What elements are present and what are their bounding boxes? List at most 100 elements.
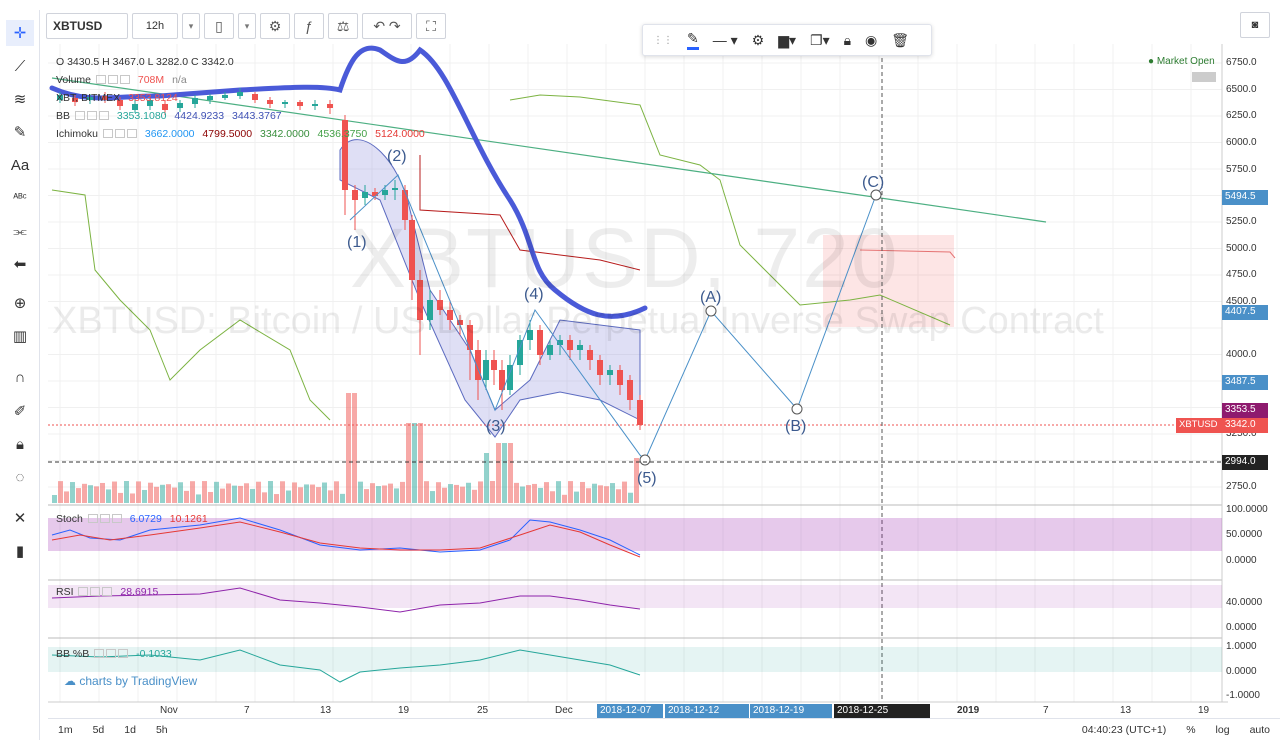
candle-body: [117, 100, 123, 106]
visibility-icon[interactable]: [99, 514, 110, 523]
range-1d[interactable]: 1d: [124, 723, 136, 736]
auto-toggle[interactable]: auto: [1249, 723, 1270, 736]
visibility-icon[interactable]: [106, 649, 117, 658]
price-axis-label: 4500.0: [1226, 296, 1257, 307]
fib-icon[interactable]: ≋: [13, 91, 27, 108]
visibility-icon[interactable]: [86, 111, 97, 120]
pattern-icon[interactable]: ᴬᴮᶜ: [13, 192, 27, 204]
wave-label-3[interactable]: (3): [486, 418, 506, 435]
time-label: 2019: [957, 705, 980, 716]
trash-icon[interactable]: 🗑︎: [891, 31, 910, 48]
symbol-input[interactable]: XBTUSD: [46, 13, 128, 39]
fullscreen-icon[interactable]: ⛶: [416, 13, 446, 39]
close-icon[interactable]: [126, 129, 137, 138]
time-label: 7: [1043, 705, 1049, 716]
chevron-down-icon[interactable]: ▾: [238, 13, 256, 39]
volume-bar: [160, 484, 165, 503]
brush-icon[interactable]: ✎: [13, 124, 27, 141]
volume-bar: [334, 481, 339, 503]
volume-bar: [454, 484, 459, 503]
volume-bar: [526, 485, 531, 503]
stoch-k-line: [51, 517, 641, 556]
visibility-icon[interactable]: [114, 129, 125, 138]
compare-icon[interactable]: ⚖: [328, 13, 358, 39]
chevron-down-icon[interactable]: ▾: [182, 13, 200, 39]
wave-label-2[interactable]: (2): [387, 148, 407, 165]
log-toggle[interactable]: log: [1215, 723, 1230, 736]
indicators-icon[interactable]: ƒ: [294, 13, 324, 39]
wave-label-5[interactable]: (5): [637, 470, 657, 487]
bbpct-axis-1: 1.0000: [1226, 641, 1257, 652]
line-style-icon[interactable]: — ▾: [712, 31, 738, 48]
candle-body: [607, 370, 613, 375]
magnet-icon[interactable]: ∩: [14, 368, 26, 386]
close-icon[interactable]: [118, 649, 129, 658]
prediction-icon[interactable]: ⫘: [13, 222, 27, 240]
time-label: 25: [477, 705, 489, 716]
clock[interactable]: 04:40:23 (UTC+1): [1081, 723, 1167, 736]
camera-icon[interactable]: ◙: [1240, 12, 1270, 38]
flags-icon: [1192, 72, 1216, 82]
copy-icon[interactable]: ❐▾: [810, 31, 830, 48]
drawing-toolbar: ✛ ⟋ ≋ ✎ Aa ᴬᴮᶜ ⫘ ⬅ ⊕ ▥ ∩ ✐ 🔒︎ ◌ ✕ ▮: [0, 10, 40, 740]
wave-label-1[interactable]: (1): [347, 234, 367, 251]
gear-icon[interactable]: ⚙: [751, 31, 765, 48]
visibility-icon[interactable]: [90, 587, 101, 596]
time-label: 19: [398, 705, 410, 716]
text-icon[interactable]: Aa: [10, 156, 30, 174]
interval-select[interactable]: 12h: [132, 13, 178, 39]
crosshair-icon[interactable]: ✛: [6, 20, 34, 46]
settings-icon[interactable]: [87, 514, 98, 523]
range-5h[interactable]: 5h: [155, 723, 168, 736]
range-5d[interactable]: 5d: [92, 723, 105, 736]
wave-label-c[interactable]: (C): [862, 174, 885, 191]
stay-drawing-icon[interactable]: ✐: [13, 403, 27, 420]
settings-icon[interactable]: [94, 649, 105, 658]
drag-handle-icon[interactable]: ⋮⋮: [653, 34, 673, 46]
settings-icon[interactable]: [74, 111, 85, 120]
stoch-d-line: [51, 521, 641, 558]
close-icon[interactable]: [111, 514, 122, 523]
price-chart[interactable]: [48, 44, 1228, 704]
lock-icon[interactable]: 🔒︎: [16, 435, 24, 453]
rsi-legend: RSI 28.6915: [56, 586, 158, 598]
gear-icon[interactable]: ⚙: [260, 13, 290, 39]
hide-icon[interactable]: ◌: [15, 468, 25, 486]
percent-toggle[interactable]: %: [1186, 723, 1196, 736]
lock-icon[interactable]: 🔒︎: [843, 31, 852, 48]
tradingview-brand[interactable]: ☁ charts by TradingView: [64, 674, 198, 688]
candles-icon[interactable]: ▯: [204, 13, 234, 39]
volume-bar: [418, 423, 423, 503]
undo-redo-icon[interactable]: ↶ ↷: [362, 13, 412, 39]
candle-body: [312, 104, 318, 106]
close-icon[interactable]: [119, 75, 130, 84]
volume-bar: [580, 481, 585, 503]
close-icon[interactable]: [102, 587, 113, 596]
arrow-left-icon[interactable]: ⬅: [13, 256, 27, 273]
visibility-icon[interactable]: [107, 75, 118, 84]
pencil-icon[interactable]: ✎: [687, 30, 699, 50]
price-tag-a: 4407.5: [1222, 305, 1268, 320]
wave-label-b[interactable]: (B): [785, 418, 807, 435]
wave-label-4[interactable]: (4): [524, 286, 544, 303]
zoom-icon[interactable]: ⊕: [13, 295, 27, 312]
settings-icon[interactable]: [95, 75, 106, 84]
range-1m[interactable]: 1m: [58, 723, 73, 736]
volume-bar: [598, 485, 603, 503]
volume-legend: Volume 708M n/a: [56, 74, 187, 86]
eye-icon[interactable]: ◉: [865, 31, 878, 48]
settings-icon[interactable]: [102, 129, 113, 138]
volume-bar: [274, 494, 279, 503]
remove-drawings-icon[interactable]: ✕: [13, 510, 27, 527]
volume-bar: [214, 481, 219, 503]
close-icon[interactable]: [98, 111, 109, 120]
market-status-text: Market Open: [1156, 56, 1215, 67]
settings-icon[interactable]: [78, 587, 89, 596]
template-icon[interactable]: ▆▾: [778, 31, 797, 48]
time-label: 19: [1198, 705, 1210, 716]
wave-label-a[interactable]: (A): [700, 289, 722, 306]
trash-icon[interactable]: ▮: [15, 543, 25, 560]
trend-line-icon[interactable]: ⟋: [14, 57, 26, 75]
measure-icon[interactable]: ▥: [12, 328, 28, 345]
volume-bar: [400, 481, 405, 503]
